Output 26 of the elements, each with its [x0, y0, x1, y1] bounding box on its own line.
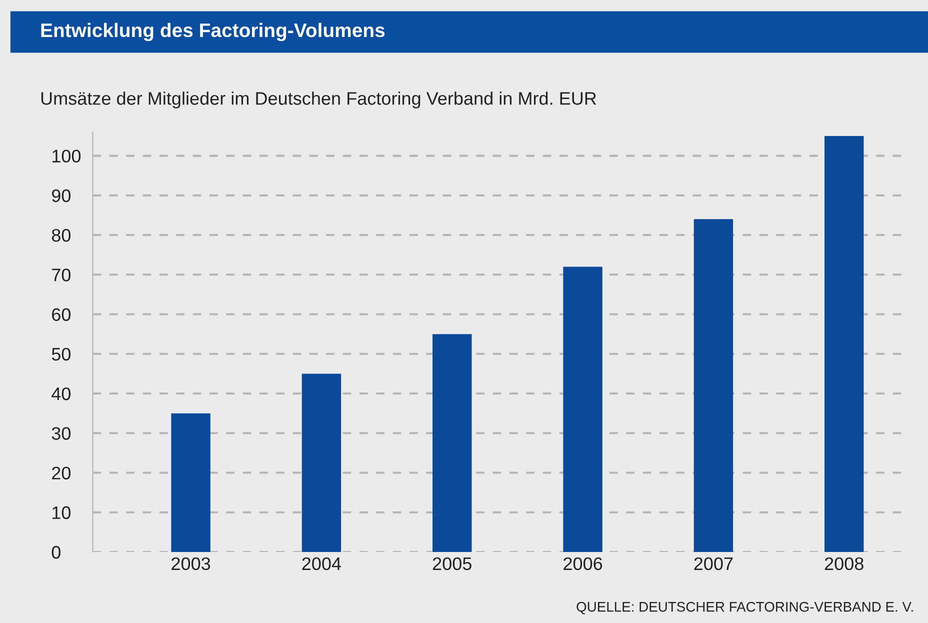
y-tick-label: 0	[52, 546, 60, 559]
y-tick-label: 30	[52, 427, 71, 440]
bar	[563, 266, 602, 552]
y-tick-label: 70	[52, 268, 71, 282]
x-tick-label: 2003	[172, 557, 210, 570]
x-tick-label: 2005	[432, 557, 472, 570]
chart-title: Entwicklung des Factoring-Volumens	[41, 22, 385, 42]
x-tick-label: 2007	[694, 557, 733, 570]
y-tick-label: 10	[52, 506, 71, 520]
y-tick-label: 60	[52, 308, 71, 321]
chart-subtitle: Umsätze der Mitglieder im Deutschen Factoring Verband in Mrd. EUR	[41, 92, 596, 108]
y-tick-label: 20	[52, 466, 71, 480]
bar	[824, 136, 864, 552]
y-tick-label: 80	[52, 228, 71, 242]
y-tick-label: 40	[52, 387, 71, 400]
bar	[694, 219, 734, 552]
source-note: QUELLE: DEUTSCHER FACTORING-VERBAND E. V.	[576, 602, 913, 614]
bar	[171, 413, 210, 552]
y-tick-label: 90	[52, 189, 71, 202]
bar	[432, 334, 472, 552]
x-tick-label: 2008	[824, 557, 864, 570]
x-tick-label: 2004	[302, 557, 342, 570]
x-tick-label: 2006	[564, 557, 602, 570]
y-tick-label: 50	[52, 348, 71, 361]
y-tick-label: 100	[52, 150, 81, 162]
bar	[302, 374, 342, 552]
